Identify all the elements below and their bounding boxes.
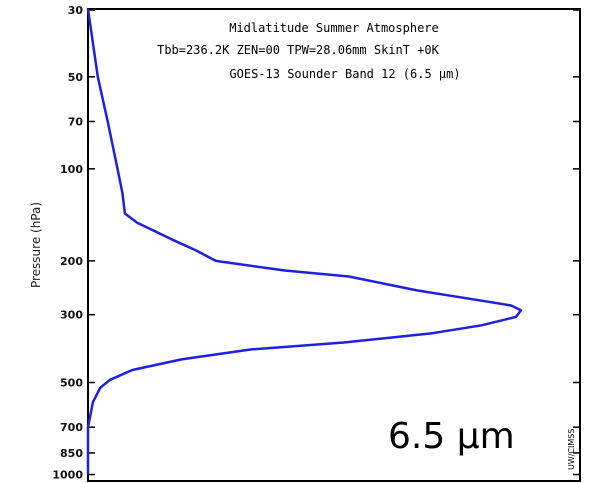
y-tick-label: 700 — [60, 421, 83, 434]
chart-title-line: Midlatitude Summer Atmosphere — [229, 21, 439, 35]
chart-title-line: GOES-13 Sounder Band 12 (6.5 µm) — [229, 67, 460, 81]
y-tick-label: 100 — [60, 163, 83, 176]
y-tick-label: 200 — [60, 255, 83, 268]
y-axis-label: Pressure (hPa) — [29, 202, 43, 288]
credit-label: UW/CIMSS — [567, 429, 576, 470]
y-tick-label: 500 — [60, 377, 83, 390]
chart-title-block: Midlatitude Summer Atmosphere Tbb=236.2K … — [157, 21, 460, 81]
y-tick-label: 850 — [60, 447, 83, 460]
y-axis-ticks: 30 50 70 100 200 300 500 700 850 1000 — [52, 4, 580, 482]
y-tick-label: 300 — [60, 309, 83, 322]
band-label: 6.5 µm — [388, 416, 515, 457]
y-tick-label: 30 — [68, 4, 84, 17]
series-group — [86, 8, 523, 475]
chart-title-line: Tbb=236.2K ZEN=00 TPW=28.06mm SkinT +0K — [157, 43, 440, 57]
plot-frame — [87, 8, 581, 482]
weighting-function-curve — [86, 8, 523, 475]
y-tick-label: 1000 — [52, 469, 83, 482]
y-tick-label: 70 — [68, 115, 84, 128]
y-tick-label: 50 — [68, 71, 84, 84]
